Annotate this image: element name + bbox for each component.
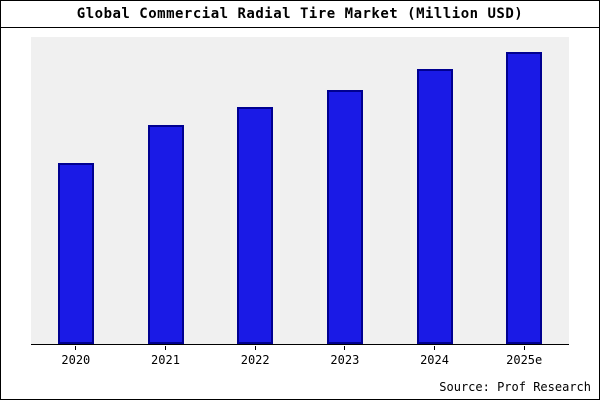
bar [237, 107, 274, 344]
x-axis: 2020 2021 2022 2023 2024 2025e [31, 346, 569, 372]
x-tick [75, 346, 77, 350]
bar-column [121, 37, 211, 344]
plot-area [31, 37, 569, 345]
x-axis-column: 2022 [210, 346, 300, 372]
bar [147, 124, 184, 344]
bar-column [210, 37, 300, 344]
x-tick [523, 346, 525, 350]
bar [326, 89, 363, 344]
x-tick-label: 2022 [240, 353, 270, 367]
x-axis-column: 2025e [479, 346, 569, 372]
x-tick [254, 346, 256, 350]
x-tick [165, 346, 166, 350]
bar-column [31, 37, 121, 344]
x-tick [434, 346, 436, 350]
title-divider [1, 27, 599, 28]
x-tick-label: 2020 [61, 353, 91, 367]
bar-column [300, 37, 390, 344]
bar-column [390, 37, 480, 344]
bar [57, 162, 94, 344]
x-tick-label: 2025e [506, 353, 543, 367]
x-axis-column: 2023 [300, 346, 390, 372]
chart-title: Global Commercial Radial Tire Market (Mi… [76, 6, 524, 22]
source-note: Source: Prof Research [439, 380, 591, 394]
bars-row [31, 37, 569, 344]
x-tick-label: 2021 [151, 353, 180, 367]
x-axis-column: 2024 [390, 346, 480, 372]
x-axis-column: 2020 [31, 346, 121, 372]
bar [416, 69, 453, 344]
x-tick-label: 2024 [420, 353, 449, 367]
bar [506, 51, 543, 344]
x-tick-label: 2023 [330, 353, 360, 367]
bar-column [479, 37, 569, 344]
x-tick [344, 346, 346, 350]
x-axis-column: 2021 [121, 346, 211, 372]
